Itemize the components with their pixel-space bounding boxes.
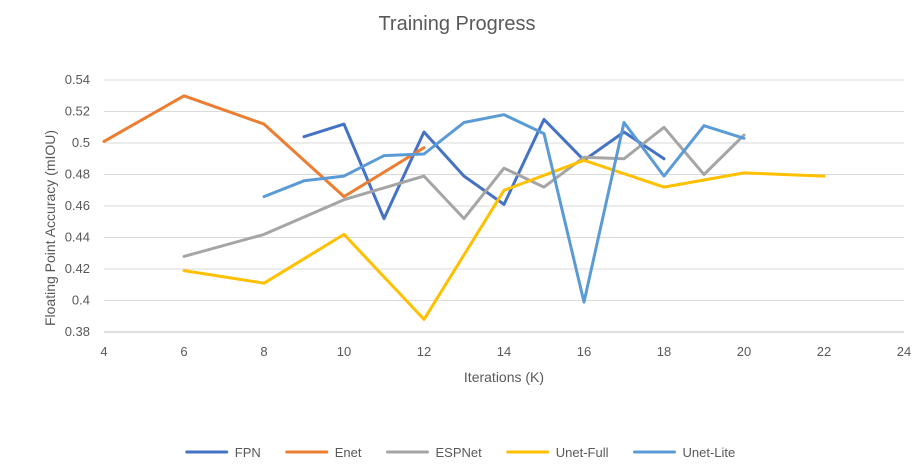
chart-title: Training Progress	[378, 13, 535, 35]
y-tick-label: 0.42	[65, 261, 90, 276]
gridlines	[104, 79, 904, 301]
series-line-unet-full	[182, 158, 826, 321]
legend-label: FPN	[235, 445, 261, 460]
y-tick-label: 0.54	[65, 72, 90, 87]
y-tick-label: 0.52	[65, 104, 90, 119]
x-tick-label: 8	[260, 344, 267, 359]
x-tick-label: 12	[417, 344, 431, 359]
y-tick-label: 0.38	[65, 324, 90, 339]
series-line-fpn	[302, 117, 666, 221]
series-line-enet	[102, 94, 426, 199]
legend-label: Unet-Full	[556, 445, 609, 460]
x-tick-label: 4	[100, 344, 107, 359]
series-lines	[102, 94, 826, 321]
legend-item-unet-lite: Unet-Lite	[633, 445, 736, 460]
legend-label: Unet-Lite	[683, 445, 736, 460]
legend-item-unet-full: Unet-Full	[506, 445, 609, 460]
y-tick-label: 0.4	[72, 293, 90, 308]
y-tick-label: 0.5	[72, 135, 90, 150]
x-tick-label: 24	[897, 344, 911, 359]
legend-item-fpn: FPN	[185, 445, 261, 460]
legend-label: Enet	[335, 445, 362, 460]
x-tick-labels: 4 6 8 10 12 14 16 18 20 22 24	[100, 344, 911, 359]
x-tick-label: 10	[337, 344, 351, 359]
y-tick-label: 0.48	[65, 167, 90, 182]
legend: FPN Enet ESPNet Unet-Full Unet-Lite	[185, 445, 736, 460]
x-tick-label: 18	[657, 344, 671, 359]
x-tick-label: 14	[497, 344, 511, 359]
legend-item-enet: Enet	[285, 445, 362, 460]
y-tick-labels: 0.38 0.4 0.42 0.44 0.46 0.48 0.5 0.52 0.54	[65, 72, 90, 339]
x-tick-label: 16	[577, 344, 591, 359]
y-axis-label: Floating Point Accuracy (mIOU)	[42, 130, 58, 326]
x-tick-label: 20	[737, 344, 751, 359]
y-tick-label: 0.44	[65, 230, 90, 245]
series-line-unet-lite	[262, 113, 746, 304]
x-tick-label: 6	[180, 344, 187, 359]
legend-item-espnet: ESPNet	[386, 445, 483, 460]
series-line-espnet	[182, 125, 746, 258]
x-tick-label: 22	[817, 344, 831, 359]
y-tick-label: 0.46	[65, 198, 90, 213]
x-axis-label: Iterations (K)	[464, 369, 544, 385]
legend-label: ESPNet	[436, 445, 483, 460]
